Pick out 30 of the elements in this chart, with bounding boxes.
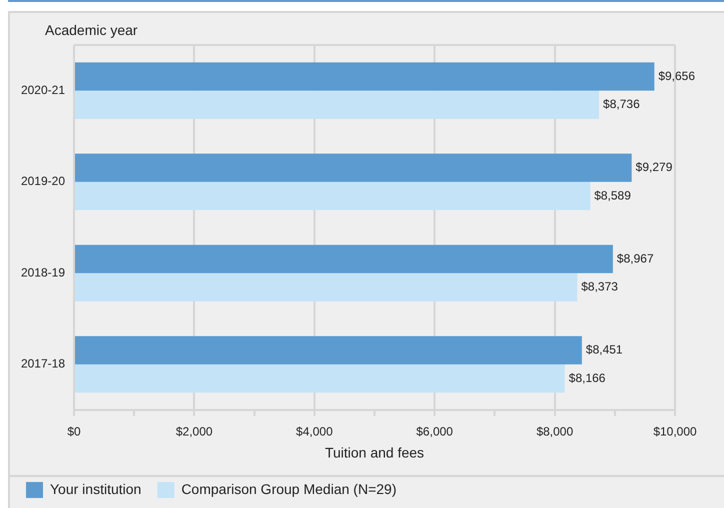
x-tick-label: $0 xyxy=(67,424,81,439)
bar xyxy=(75,244,613,274)
data-label: $8,451 xyxy=(586,342,623,357)
data-label: $9,279 xyxy=(636,160,673,174)
y-tick-label: 2020-21 xyxy=(20,82,66,97)
data-label: $8,166 xyxy=(568,370,606,385)
y-axis-title: Academic year xyxy=(45,22,138,38)
legend-label: Your institution xyxy=(50,480,142,497)
bar xyxy=(75,273,578,302)
x-tick-label: $2,000 xyxy=(176,424,213,439)
bar xyxy=(75,90,600,119)
data-label: $9,656 xyxy=(658,68,696,83)
legend-label: Comparison Group Median (N=29) xyxy=(181,480,396,497)
data-label: $8,589 xyxy=(594,188,632,202)
y-tick-label: 2018-19 xyxy=(20,265,66,280)
x-tick-label: $4,000 xyxy=(296,424,334,439)
data-label: $8,736 xyxy=(603,97,640,112)
bar xyxy=(75,364,565,393)
bar xyxy=(75,154,632,182)
x-tick-label: $6,000 xyxy=(416,424,454,439)
bar xyxy=(75,336,582,364)
data-label: $8,373 xyxy=(581,280,618,294)
y-tick-label: 2017-18 xyxy=(20,356,66,371)
bar xyxy=(75,62,654,91)
bar xyxy=(75,182,590,210)
x-tick-label: $8,000 xyxy=(536,424,574,439)
x-tick-label: $10,000 xyxy=(653,424,698,439)
y-tick-label: 2019-20 xyxy=(20,174,66,188)
x-axis-title: Tuition and fees xyxy=(324,444,424,460)
data-label: $8,967 xyxy=(616,251,654,266)
